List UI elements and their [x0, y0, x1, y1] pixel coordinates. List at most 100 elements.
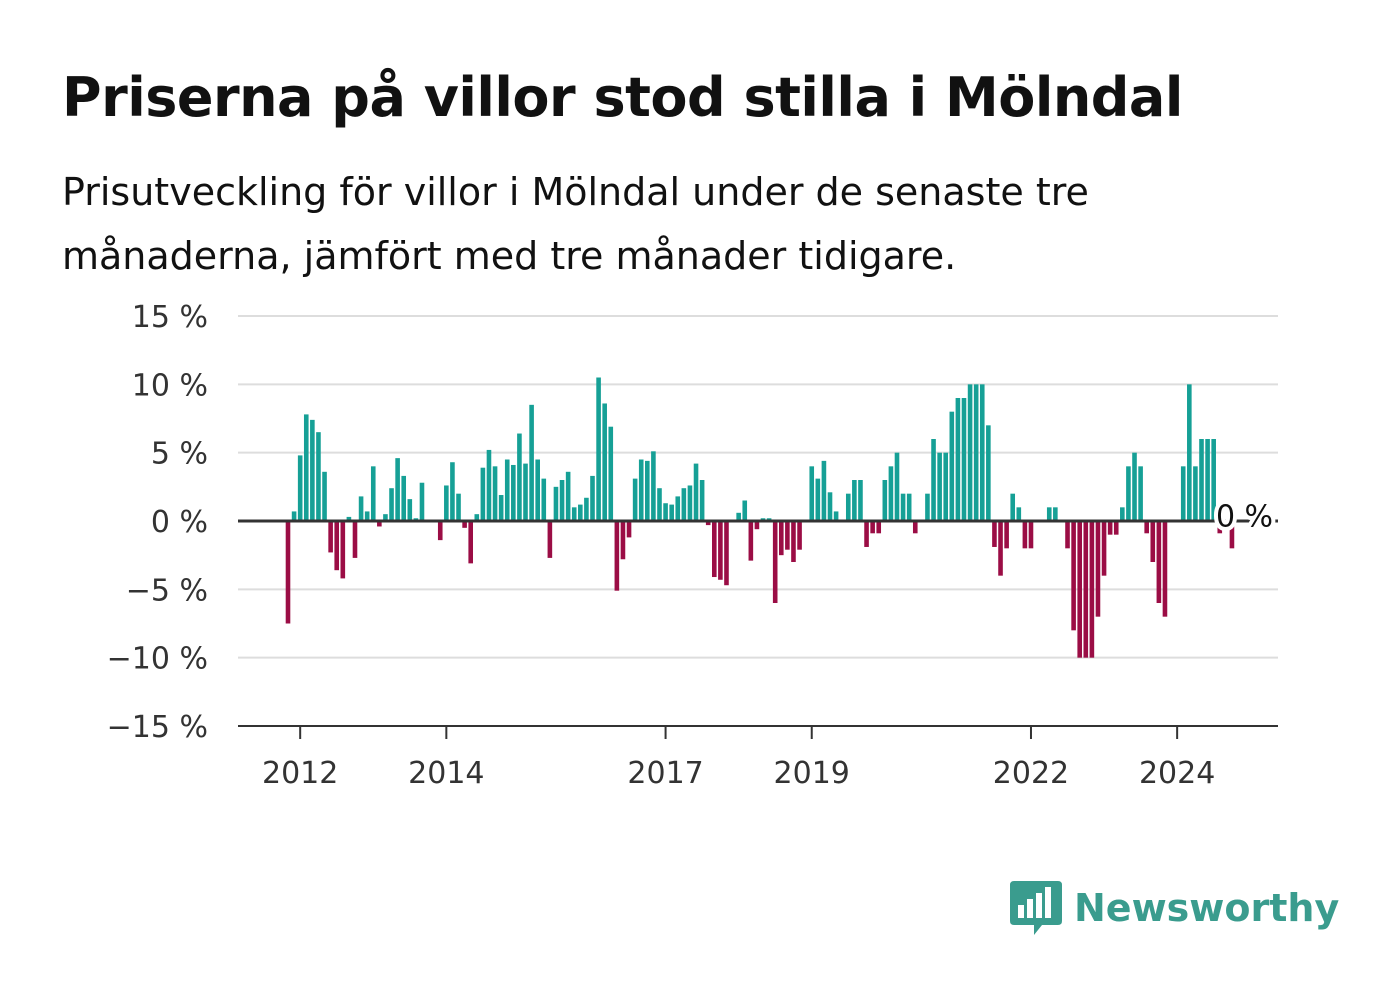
bar [389, 488, 394, 521]
bar [827, 492, 833, 521]
bar [620, 521, 626, 560]
bar [553, 486, 559, 521]
bar [444, 485, 449, 521]
y-tick-label: −15 % [107, 710, 208, 745]
bar [785, 521, 790, 550]
bar [407, 499, 413, 521]
bar [291, 511, 297, 521]
last-value-label: 0 % [1216, 499, 1273, 534]
bar [358, 496, 364, 521]
bar [468, 521, 473, 564]
bar [979, 384, 985, 521]
bar [693, 463, 699, 521]
bar [492, 466, 498, 521]
bar [864, 521, 869, 547]
bar [791, 521, 796, 562]
bar [815, 478, 821, 521]
bar [1211, 439, 1216, 521]
bar [480, 467, 486, 521]
page-title: Priserna på villor stod stilla i Mölndal [62, 66, 1183, 129]
bar [1083, 521, 1089, 658]
x-tick-label: 2022 [993, 756, 1069, 791]
bar [992, 521, 997, 547]
bar [504, 459, 510, 521]
bar [821, 460, 827, 521]
y-tick-label: 0 % [151, 505, 208, 540]
bar [949, 411, 955, 521]
bar [833, 511, 839, 521]
bar [1071, 521, 1076, 631]
y-tick-label: −5 % [126, 573, 208, 608]
bar [742, 500, 748, 521]
bar [346, 516, 352, 521]
bar [529, 404, 534, 521]
bar [632, 478, 638, 521]
bar [1132, 452, 1137, 521]
bar [535, 459, 540, 521]
bar [395, 458, 400, 521]
bar [1065, 521, 1070, 549]
bar [900, 493, 906, 521]
bar [1126, 466, 1131, 521]
y-tick-label: 15 % [132, 300, 208, 335]
labels: 15 % 10 % 5 % 0 % −5 % −10 % −15 % 2012 2014 2017… [107, 300, 1277, 791]
x-tick-label: 2024 [1139, 756, 1215, 791]
bar [943, 452, 949, 521]
bar [1101, 521, 1107, 576]
bar [961, 398, 967, 521]
bar [1144, 521, 1149, 534]
bar [669, 504, 674, 521]
bar [955, 398, 961, 521]
bar [352, 521, 358, 558]
bar [657, 488, 662, 521]
bar [852, 480, 857, 521]
bar [590, 475, 595, 521]
bar [474, 514, 480, 521]
bar [1113, 521, 1119, 535]
bar [687, 485, 693, 521]
page-subtitle: Prisutveckling för villor i Mölndal unde… [62, 170, 1089, 278]
bar [559, 480, 565, 521]
bar [297, 455, 303, 521]
bar [1199, 439, 1204, 521]
bar [1193, 466, 1198, 521]
bar [1120, 507, 1125, 521]
bar [906, 493, 912, 521]
bar [383, 514, 388, 521]
bar [517, 433, 522, 521]
bar [328, 521, 333, 553]
bar [541, 478, 547, 521]
bar [797, 521, 802, 550]
axes [238, 519, 1278, 739]
bar [967, 384, 973, 521]
bar [596, 377, 601, 521]
bar [870, 521, 875, 534]
bar [663, 503, 668, 521]
y-tick-label: −10 % [107, 642, 208, 677]
bar [1077, 521, 1082, 658]
bar [736, 512, 741, 521]
y-tick-label: 5 % [151, 437, 208, 472]
bar [571, 507, 577, 521]
bar [1187, 384, 1192, 521]
bar [547, 521, 553, 558]
bar [925, 493, 930, 521]
bar [638, 459, 644, 521]
bar [1162, 521, 1168, 617]
bar [608, 426, 614, 521]
bar [998, 521, 1003, 576]
x-tick-label: 2012 [262, 756, 338, 791]
y-tick-label: 10 % [132, 368, 208, 403]
bar [364, 511, 370, 521]
bar [523, 463, 528, 521]
bar [1010, 493, 1016, 521]
bar [370, 466, 376, 521]
bar [894, 452, 900, 521]
bar [334, 521, 340, 571]
x-tick-label: 2019 [774, 756, 850, 791]
newsworthy-logo[interactable]: Newsworthy [1008, 876, 1339, 940]
bar [565, 471, 571, 521]
bar [645, 460, 650, 521]
bar [1053, 507, 1058, 521]
bar [882, 480, 888, 521]
